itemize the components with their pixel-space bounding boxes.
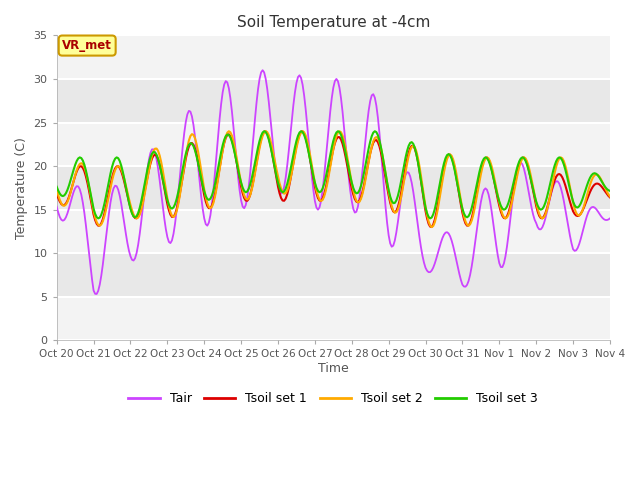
X-axis label: Time: Time xyxy=(318,362,349,375)
Bar xyxy=(57,210,610,253)
Bar xyxy=(57,36,610,79)
Bar xyxy=(57,297,610,340)
Legend: Tair, Tsoil set 1, Tsoil set 2, Tsoil set 3: Tair, Tsoil set 1, Tsoil set 2, Tsoil se… xyxy=(124,387,543,410)
Bar xyxy=(57,122,610,166)
Title: Soil Temperature at -4cm: Soil Temperature at -4cm xyxy=(237,15,430,30)
Text: VR_met: VR_met xyxy=(62,39,112,52)
Y-axis label: Temperature (C): Temperature (C) xyxy=(15,137,28,239)
